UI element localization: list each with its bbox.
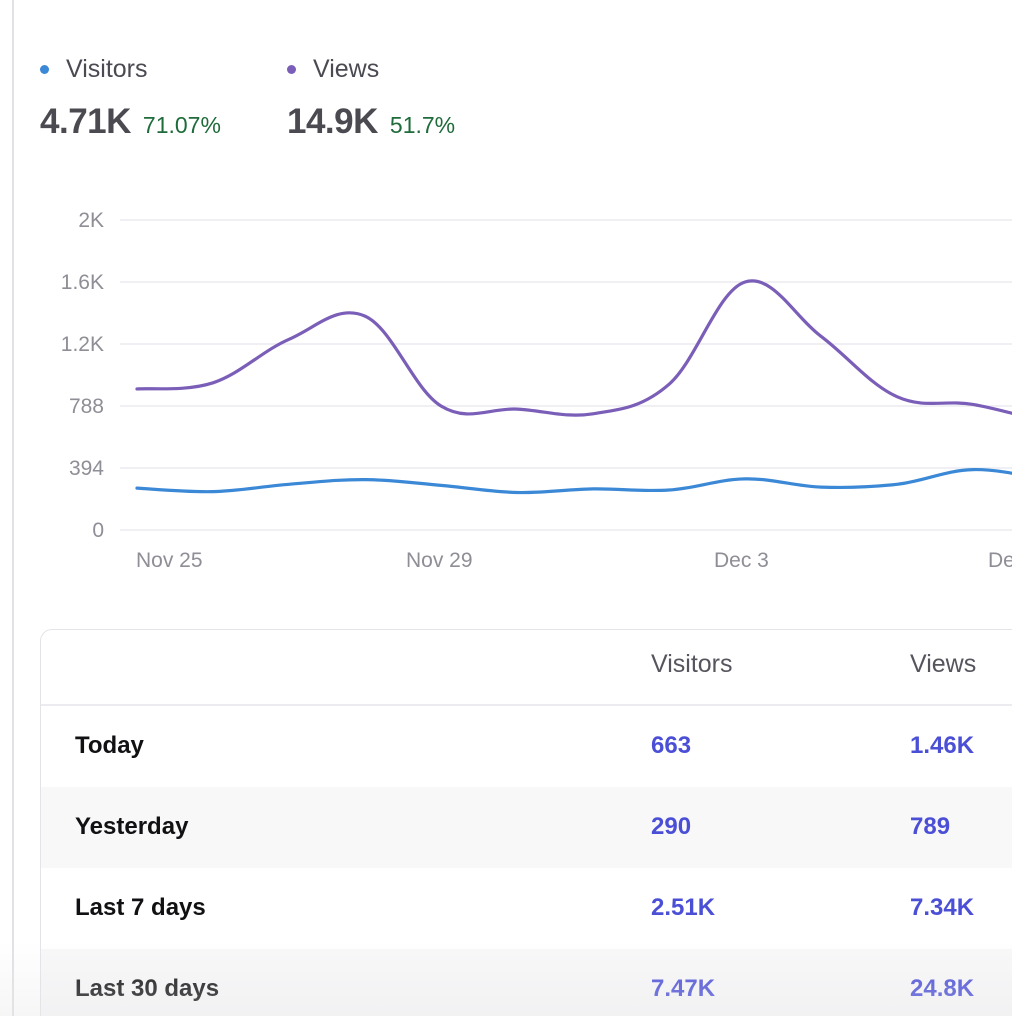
row-visitors-value[interactable]: 7.47K <box>651 975 716 1002</box>
panel-left-border <box>0 0 14 1016</box>
visitors-summary[interactable]: Visitors 4.71K 71.07% <box>40 52 221 142</box>
visitors-label: Visitors <box>66 54 148 83</box>
row-views-value[interactable]: 789 <box>910 813 951 840</box>
views-change: 51.7% <box>389 112 456 138</box>
views-total: 14.9K <box>287 102 378 141</box>
table-row[interactable]: Today 663 1.46K <box>41 706 1012 787</box>
row-label: Last 7 days <box>75 894 206 921</box>
row-visitors-value[interactable]: 663 <box>651 732 692 759</box>
row-views-value[interactable]: 1.46K <box>910 732 975 759</box>
row-label: Last 30 days <box>75 975 220 1002</box>
y-axis-ticks: 0 394 788 1.2K 1.6K 2K <box>61 209 105 542</box>
y-tick-label: 2K <box>78 209 104 232</box>
traffic-chart-svg[interactable]: 0 394 788 1.2K 1.6K 2K Nov 25 Nov 29 Dec 3 De <box>0 190 1012 590</box>
series-line-visitors[interactable] <box>135 467 1012 495</box>
traffic-chart[interactable]: 0 394 788 1.2K 1.6K 2K Nov 25 Nov 29 Dec 3 De <box>0 190 1012 590</box>
visitors-total: 4.71K <box>40 102 131 141</box>
row-views-value[interactable]: 7.34K <box>910 894 975 921</box>
row-visitors-value[interactable]: 290 <box>651 813 692 840</box>
y-tick-label: 394 <box>69 457 104 480</box>
y-tick-label: 788 <box>69 395 104 418</box>
row-visitors-value[interactable]: 2.51K <box>651 894 716 921</box>
stats-table-header: Visitors Views <box>41 630 1012 706</box>
visitors-change: 71.07% <box>142 112 221 138</box>
x-tick-label: Nov 29 <box>406 549 473 572</box>
column-header-views[interactable]: Views <box>910 650 977 678</box>
visitors-dot-icon <box>40 64 49 74</box>
x-tick-label: Nov 25 <box>136 549 203 572</box>
table-row[interactable]: Yesterday 290 789 <box>41 787 1012 868</box>
column-header-visitors[interactable]: Visitors <box>651 650 733 678</box>
views-dot-icon <box>287 64 296 74</box>
row-label: Today <box>75 732 144 759</box>
x-axis-ticks: Nov 25 Nov 29 Dec 3 De <box>136 549 1012 572</box>
table-row[interactable]: Last 30 days 7.47K 24.8K <box>41 949 1012 1016</box>
views-label: Views <box>313 54 380 83</box>
y-tick-label: 0 <box>92 519 104 542</box>
y-tick-label: 1.2K <box>61 333 104 356</box>
row-label: Yesterday <box>75 813 189 840</box>
chart-gridlines <box>120 219 1012 531</box>
series-line-views[interactable] <box>135 279 1012 423</box>
x-tick-label: Dec 3 <box>714 549 769 572</box>
chart-series[interactable] <box>135 279 1012 495</box>
stats-table: Visitors Views Today 663 1.46K Yesterday… <box>40 629 1012 1016</box>
table-row[interactable]: Last 7 days 2.51K 7.34K <box>41 868 1012 949</box>
y-tick-label: 1.6K <box>61 271 104 294</box>
x-tick-label: De <box>988 549 1012 572</box>
row-views-value[interactable]: 24.8K <box>910 975 975 1002</box>
views-summary[interactable]: Views 14.9K 51.7% <box>287 52 455 142</box>
